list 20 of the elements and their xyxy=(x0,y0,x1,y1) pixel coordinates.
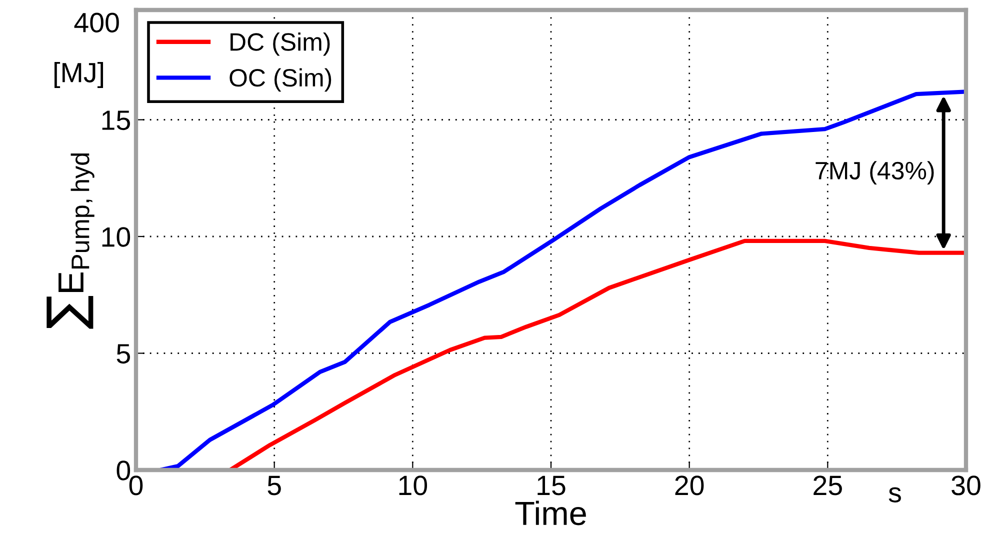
x-tick-label: 10 xyxy=(399,476,428,496)
text: [MJ] xyxy=(54,62,104,88)
line-series xyxy=(228,238,966,470)
y-tick-label: 5 xyxy=(116,344,130,364)
x-tick-label: 5 xyxy=(268,476,281,496)
x-tick-label: 30 xyxy=(952,476,980,496)
y-tick-label: 15 xyxy=(102,110,130,130)
x-tick-label: 25 xyxy=(814,476,842,496)
y-axis-title: ∑E$_{Pump,hyd}$ xyxy=(46,153,94,329)
x-tick-label: 15 xyxy=(538,476,566,496)
y-tick-label: 0 xyxy=(116,460,130,480)
annotation: 7MJ (43%) xyxy=(816,161,934,184)
x-tick-label: 0 xyxy=(129,476,143,496)
x-tick-label: 20 xyxy=(675,476,704,496)
text: s xyxy=(888,487,901,502)
legend-label: OC (Sim) xyxy=(230,68,332,92)
text: 400 xyxy=(74,12,119,32)
legend-label: DC (Sim) xyxy=(230,32,330,56)
y-tick-label: 10 xyxy=(102,227,130,247)
x-axis-title: Time xyxy=(515,500,586,526)
